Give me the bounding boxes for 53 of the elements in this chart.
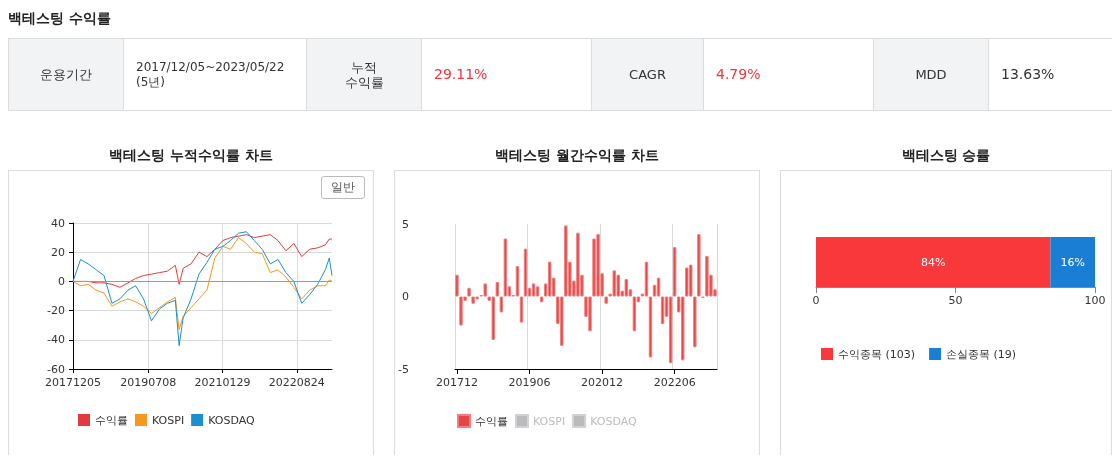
x-tick-label: 0 (812, 294, 820, 307)
x-tick-label: 202206 (653, 376, 696, 389)
legend-label: KOSDAQ (208, 413, 255, 427)
x-tick-label: 20220824 (268, 376, 325, 389)
line-series (72, 231, 333, 347)
legend-label: 손실종목 (19) (946, 347, 1017, 361)
data-label: 84% (920, 255, 946, 269)
y-tick-label: -40 (47, 333, 65, 347)
y-tick-label: -20 (47, 304, 65, 318)
legend-label: KOSDAQ (590, 414, 637, 428)
legend-label: KOSPI (152, 413, 185, 427)
x-tick-label: 20190708 (120, 376, 177, 389)
bar (576, 232, 580, 297)
x-tick-label: 201906 (508, 376, 551, 389)
bar (612, 270, 616, 297)
y-tick-label: -60 (47, 362, 65, 376)
chart-title: 백테스팅 누적수익률 차트 (108, 146, 274, 165)
y-tick-label: 5 (401, 217, 409, 231)
bar (705, 255, 709, 297)
text: CAGR (591, 39, 703, 110)
text: 백테스팅 수익률 (8, 10, 111, 28)
bar (624, 279, 629, 297)
text: 13.63% (988, 39, 1112, 110)
data-label: 16% (1060, 255, 1085, 269)
chart-title: 백테스팅 월간수익률 차트 (494, 146, 660, 165)
x-tick-label: 20210129 (194, 376, 251, 389)
x-tick-label: 202012 (581, 376, 624, 389)
text: 4.79% (703, 39, 873, 110)
legend-label: KOSPI (533, 414, 566, 428)
bar (596, 234, 600, 297)
x-tick-label: 20171205 (45, 376, 101, 389)
legend-label: 수익종목 (103) (838, 347, 916, 361)
y-tick-label: 40 (51, 216, 65, 230)
y-tick-label: 0 (58, 274, 65, 288)
text: 운용기간 (9, 39, 123, 110)
x-tick-label: 50 (948, 294, 963, 307)
text: 2017/12/05~2023/05/22 (5년) (123, 39, 306, 110)
legend-label: 수익률 (475, 414, 508, 428)
chart-title: 백테스팅 승률 (900, 146, 992, 165)
y-tick-label: 20 (51, 245, 65, 259)
toggle-button: 일반 (321, 176, 365, 199)
y-tick-label: -5 (398, 362, 409, 376)
bar (531, 283, 536, 297)
bar (547, 261, 552, 297)
text: 29.11% (421, 39, 591, 110)
text: MDD (873, 39, 988, 110)
line-series (72, 237, 333, 331)
bar (483, 283, 487, 297)
x-tick-label: 201712 (435, 376, 478, 389)
x-tick-label: 100 (1084, 294, 1106, 307)
text: 누적 수익률 (306, 39, 421, 110)
legend-label: 수익률 (95, 413, 128, 427)
bar (616, 274, 620, 297)
